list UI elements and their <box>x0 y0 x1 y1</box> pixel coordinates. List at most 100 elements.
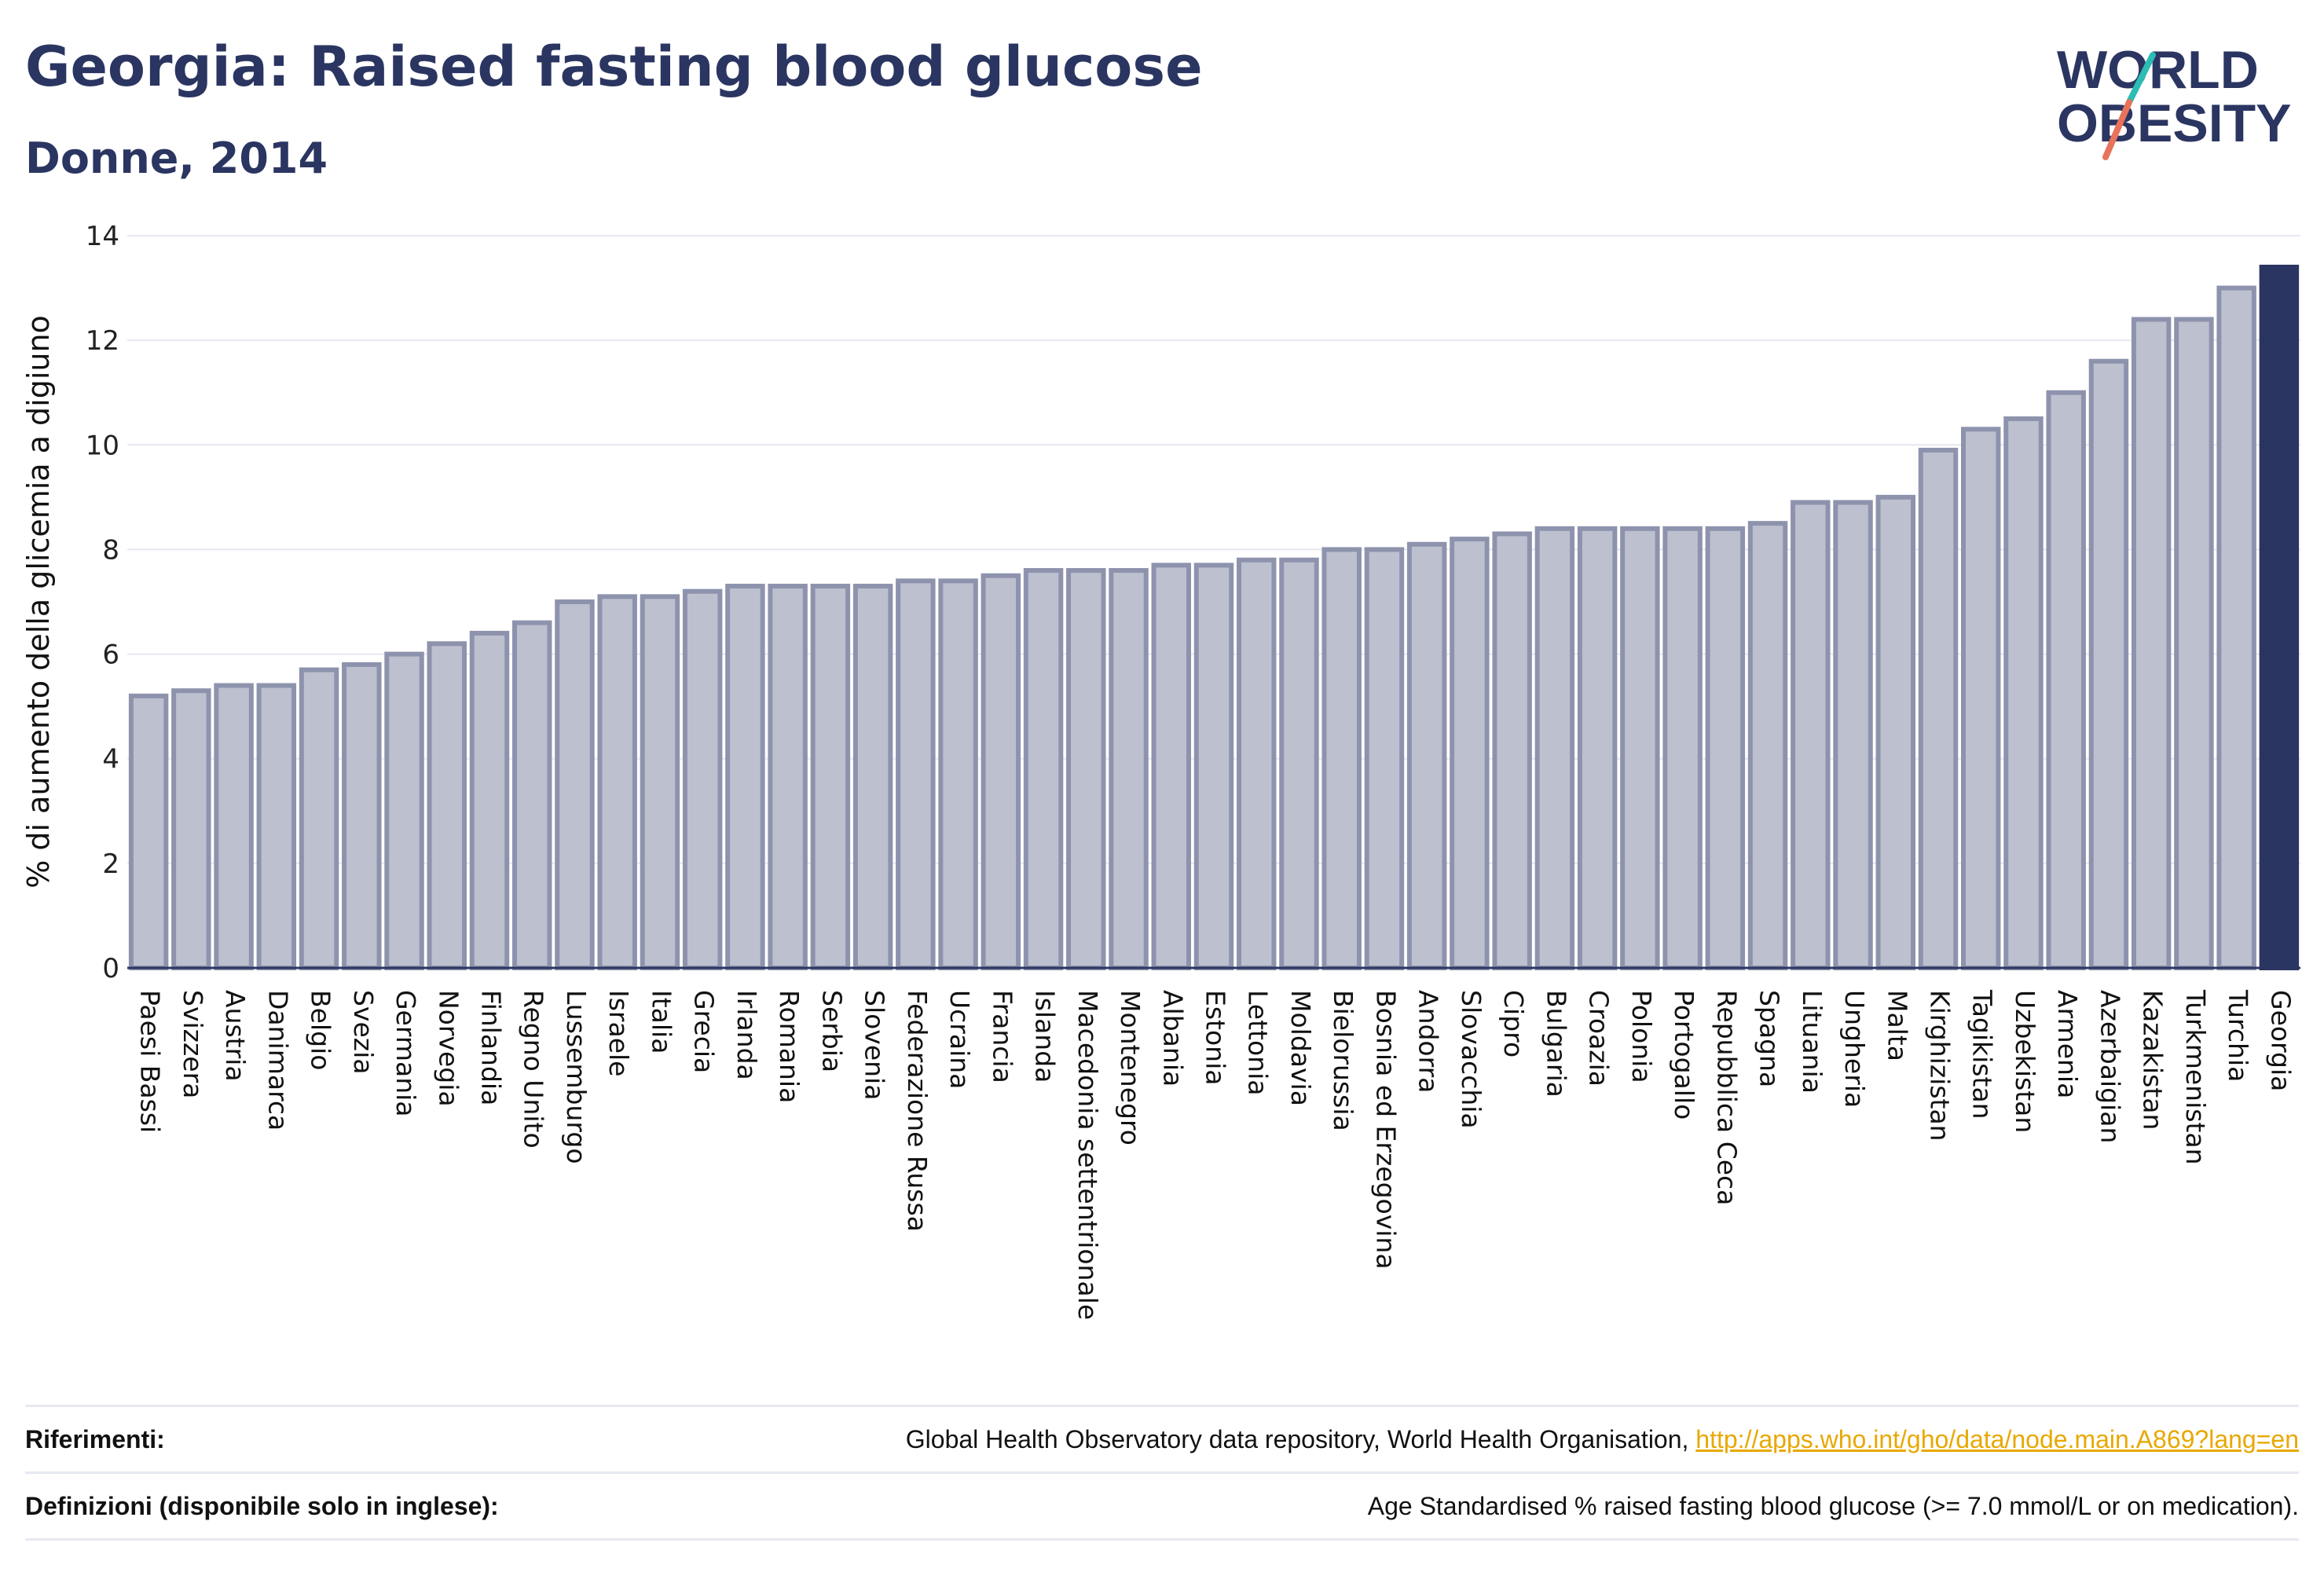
x-tick-label: Repubblica Ceca <box>1711 990 1742 1205</box>
definitions-row: Definizioni (disponibile solo in inglese… <box>25 1472 2299 1541</box>
bar <box>256 683 297 970</box>
x-tick-label: Ucraina <box>944 990 975 1089</box>
bar <box>1066 568 1106 970</box>
x-tick-label: Bulgaria <box>1541 990 1571 1098</box>
bar <box>511 620 552 971</box>
bar <box>1620 526 1660 970</box>
bar <box>469 630 510 970</box>
x-tick-label: Macedonia settentrionale <box>1072 990 1103 1320</box>
x-tick-label: Spagna <box>1754 990 1785 1087</box>
y-tick-label: 10 <box>86 430 119 461</box>
x-tick-label: Portogallo <box>1669 990 1699 1120</box>
x-tick-label: Finlandia <box>476 990 507 1105</box>
bar <box>852 584 893 970</box>
x-tick-label: Paesi Bassi <box>135 990 166 1133</box>
x-tick-label: Croazia <box>1584 990 1615 1087</box>
x-tick-label: Norvegia <box>433 990 464 1107</box>
bar <box>1747 521 1788 970</box>
bar <box>1406 541 1447 970</box>
y-tick-label: 6 <box>102 640 119 671</box>
x-tick-label: Slovenia <box>860 990 890 1100</box>
references-label: Riferimenti: <box>25 1424 165 1453</box>
bar <box>1534 526 1575 970</box>
bar <box>896 578 936 970</box>
x-tick-label: Polonia <box>1626 990 1657 1083</box>
x-tick-label: Malta <box>1882 990 1912 1061</box>
x-tick-label: Slovacchia <box>1456 990 1486 1129</box>
x-tick-label: Serbia <box>816 990 847 1072</box>
bar <box>384 651 424 970</box>
x-tick-label: Francia <box>987 990 1017 1083</box>
x-tick-label: Kazakistan <box>2138 990 2168 1130</box>
x-tick-label: Austria <box>220 990 251 1082</box>
bar <box>128 693 169 970</box>
x-tick-label: Andorra <box>1413 990 1444 1093</box>
bar <box>214 683 254 970</box>
bar <box>1833 500 1873 970</box>
chart-subtitle: Donne, 2014 <box>25 134 328 183</box>
footer: Riferimenti: Global Health Observatory d… <box>25 1405 2299 1541</box>
x-tick-label: Ungheria <box>1839 990 1870 1108</box>
x-tick-label: Kirghizistan <box>1925 990 1956 1142</box>
bar <box>342 662 382 971</box>
bar <box>597 594 637 970</box>
bar <box>171 688 211 971</box>
bar <box>299 667 339 970</box>
references-row: Riferimenti: Global Health Observatory d… <box>25 1405 2299 1472</box>
bar <box>2216 285 2256 971</box>
references-link[interactable]: http://apps.who.int/gho/data/node.main.A… <box>1695 1424 2299 1453</box>
x-tick-label: Cipro <box>1498 990 1529 1057</box>
x-tick-label: Federazione Russa <box>902 990 933 1232</box>
bar <box>768 584 808 970</box>
x-tick-label: Uzbekistan <box>2010 990 2040 1133</box>
bar <box>1193 563 1234 970</box>
bar <box>2003 416 2044 970</box>
bar <box>1321 547 1362 970</box>
x-tick-label: Lituania <box>1797 990 1827 1094</box>
bar <box>938 578 978 970</box>
x-tick-label: Georgia <box>2265 990 2296 1091</box>
x-tick-label: Armenia <box>2052 990 2083 1098</box>
x-tick-label: Italia <box>646 990 676 1054</box>
bar <box>2174 317 2214 970</box>
x-tick-label: Germania <box>390 990 421 1117</box>
bar <box>1450 537 1490 970</box>
x-tick-label: Azerbaigian <box>2095 990 2125 1143</box>
bar <box>682 588 723 971</box>
x-tick-label: Turchia <box>2223 989 2253 1082</box>
bar <box>1960 427 2001 970</box>
bar <box>2088 358 2129 970</box>
bar <box>1151 563 1192 970</box>
logo-slash-teal <box>2126 52 2156 105</box>
bar <box>810 584 851 970</box>
bar <box>1364 547 1405 970</box>
bar <box>2046 390 2086 970</box>
bar <box>1918 447 1959 970</box>
x-tick-label: Turkmenistan <box>2180 989 2211 1165</box>
y-tick-label: 12 <box>86 325 119 357</box>
bar <box>1236 557 1277 970</box>
bar <box>640 594 680 970</box>
x-tick-label: Montenegro <box>1115 990 1146 1145</box>
bar <box>427 641 467 970</box>
logo-line1: WORLD <box>2057 40 2259 100</box>
x-tick-label: Romania <box>774 990 805 1103</box>
x-tick-label: Lettonia <box>1243 990 1274 1095</box>
definitions-text: Age Standardised % raised fasting blood … <box>1367 1491 2299 1520</box>
logo-slash-coral <box>2102 99 2132 160</box>
bar <box>1279 557 1319 970</box>
x-tick-label: Bielorussia <box>1328 990 1358 1131</box>
x-tick-label: Regno Unito <box>519 990 549 1149</box>
x-tick-label: Islanda <box>1030 990 1061 1083</box>
bar-chart: 0 2 4 6 8 10 12 14 Paesi Bassi Svizzera Austria Dan… <box>21 221 2300 1320</box>
bar <box>1875 494 1916 970</box>
x-tick-label: Lussemburgo <box>561 990 592 1164</box>
bar <box>1109 568 1149 970</box>
references-text: Global Health Observatory data repositor… <box>905 1424 1696 1453</box>
definitions-label: Definizioni (disponibile solo in inglese… <box>25 1491 499 1520</box>
y-tick-label: 4 <box>102 744 119 775</box>
references-value: Global Health Observatory data repositor… <box>906 1425 2299 1454</box>
world-obesity-logo: WORLD OBESITY <box>2057 40 2292 160</box>
x-tick-label: Svezia <box>348 990 379 1075</box>
x-tick-label: Irlanda <box>731 990 762 1080</box>
